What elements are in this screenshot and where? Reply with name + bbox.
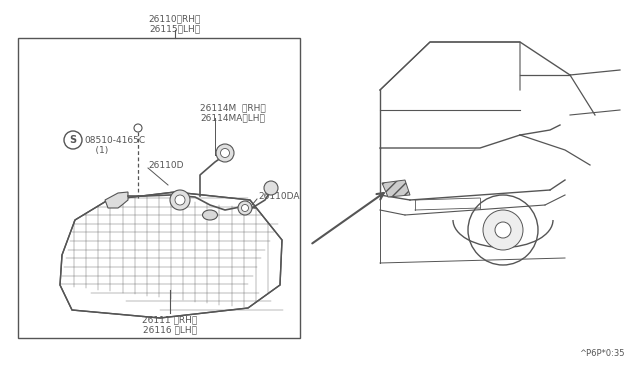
Circle shape	[64, 131, 82, 149]
Text: ^P6P*0:35: ^P6P*0:35	[579, 349, 625, 358]
Circle shape	[495, 222, 511, 238]
Circle shape	[216, 144, 234, 162]
Circle shape	[264, 181, 278, 195]
Text: S: S	[69, 135, 77, 145]
Bar	[18, 38, 300, 338]
Text: 26114M  〈RH〉
26114MA〈LH〉: 26114M 〈RH〉 26114MA〈LH〉	[200, 103, 266, 122]
Text: 26110〈RH〉
26115〈LH〉: 26110〈RH〉 26115〈LH〉	[149, 14, 201, 33]
Ellipse shape	[202, 210, 218, 220]
Text: 26111 〈RH〉
26116 〈LH〉: 26111 〈RH〉 26116 〈LH〉	[142, 315, 198, 334]
Text: 08510-4165C
    (1): 08510-4165C (1)	[84, 136, 145, 155]
Polygon shape	[382, 180, 410, 197]
Text: 26110DA: 26110DA	[258, 192, 300, 201]
Circle shape	[241, 205, 248, 212]
Circle shape	[238, 201, 252, 215]
Polygon shape	[105, 192, 128, 208]
Circle shape	[175, 195, 185, 205]
Circle shape	[221, 148, 230, 157]
Text: 26110D: 26110D	[148, 160, 184, 170]
Circle shape	[468, 195, 538, 265]
Circle shape	[483, 210, 523, 250]
Circle shape	[170, 190, 190, 210]
Circle shape	[134, 124, 142, 132]
Polygon shape	[60, 192, 282, 318]
